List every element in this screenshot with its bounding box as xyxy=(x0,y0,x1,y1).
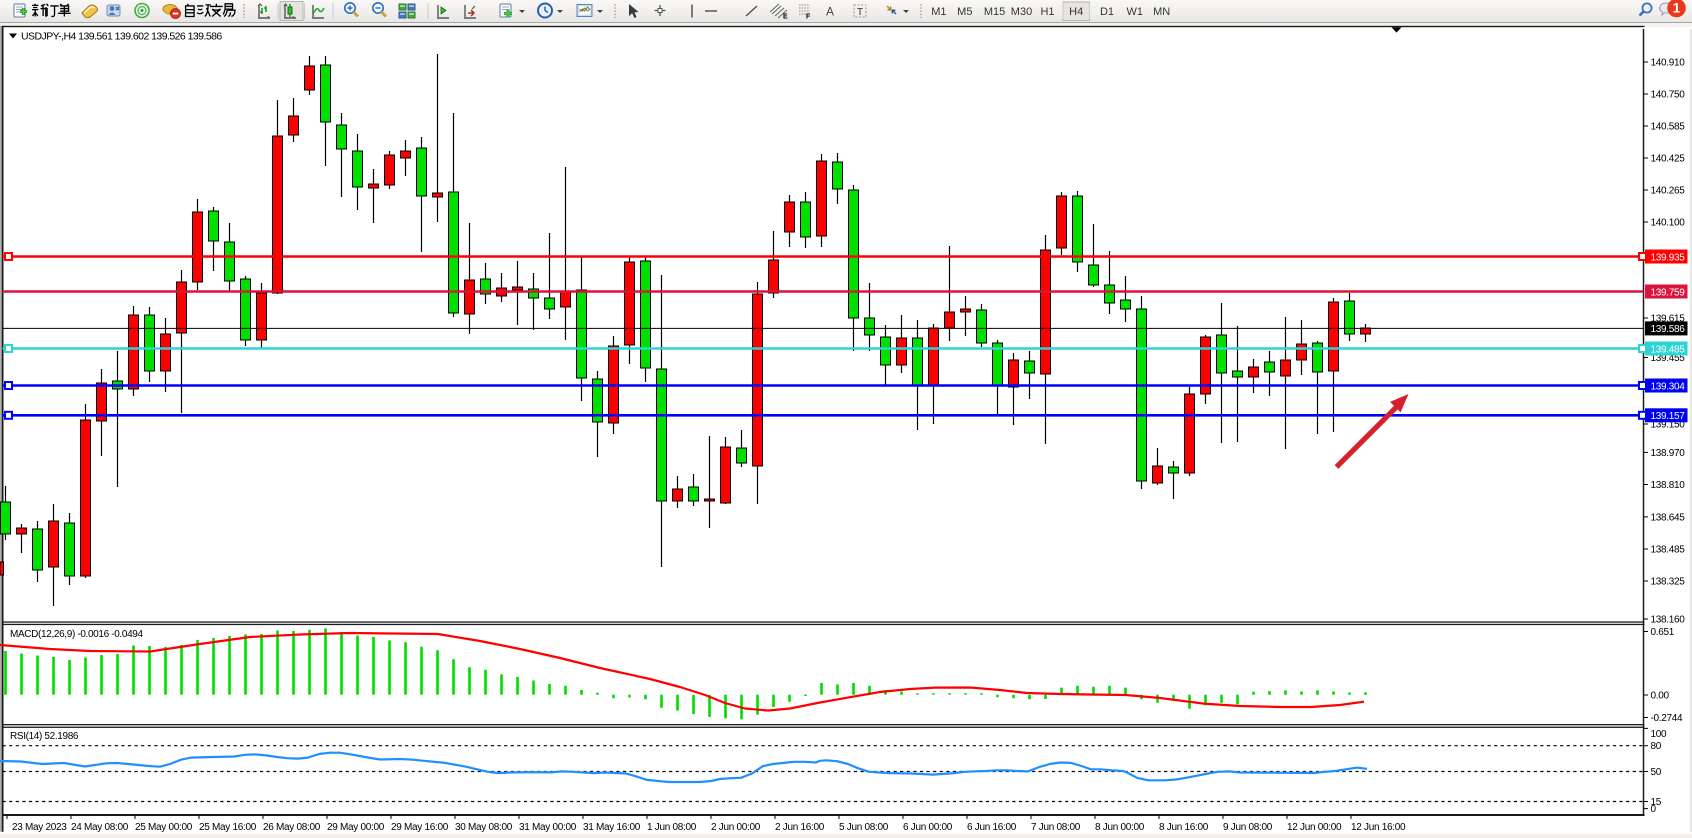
svg-text:M15: M15 xyxy=(984,6,1005,18)
svg-text:139.455: 139.455 xyxy=(1651,353,1686,364)
svg-text:7 Jun 08:00: 7 Jun 08:00 xyxy=(1031,822,1081,833)
svg-text:12 Jun 00:00: 12 Jun 00:00 xyxy=(1287,822,1342,833)
svg-text:0.00: 0.00 xyxy=(1651,691,1670,702)
svg-text:80: 80 xyxy=(1651,741,1662,752)
svg-text:12 Jun 16:00: 12 Jun 16:00 xyxy=(1351,822,1406,833)
svg-text:A: A xyxy=(826,5,834,19)
svg-text:140.910: 140.910 xyxy=(1651,58,1686,69)
svg-text:24 May 08:00: 24 May 08:00 xyxy=(71,822,129,833)
svg-text:T: T xyxy=(857,7,863,18)
svg-text:8 Jun 16:00: 8 Jun 16:00 xyxy=(1159,822,1209,833)
svg-text:25 May 16:00: 25 May 16:00 xyxy=(199,822,257,833)
svg-text:29 May 16:00: 29 May 16:00 xyxy=(391,822,449,833)
svg-text:M5: M5 xyxy=(957,6,972,18)
svg-text:138.160: 138.160 xyxy=(1651,615,1686,626)
svg-text:140.425: 140.425 xyxy=(1651,154,1686,165)
svg-text:50: 50 xyxy=(1651,767,1662,778)
svg-text:W1: W1 xyxy=(1127,6,1144,18)
svg-text:138.325: 138.325 xyxy=(1651,577,1686,588)
svg-text:31 May 16:00: 31 May 16:00 xyxy=(583,822,641,833)
svg-text:H1: H1 xyxy=(1040,6,1054,18)
svg-text:139.485: 139.485 xyxy=(1651,344,1686,355)
svg-text:140.265: 140.265 xyxy=(1651,186,1686,197)
svg-text:100: 100 xyxy=(1651,729,1668,740)
svg-text:26 May 08:00: 26 May 08:00 xyxy=(263,822,321,833)
svg-text:M30: M30 xyxy=(1011,6,1032,18)
svg-text:29 May 00:00: 29 May 00:00 xyxy=(327,822,385,833)
svg-text:139.615: 139.615 xyxy=(1651,314,1686,325)
svg-text:USDJPY-,H4 139.561 139.602 13: USDJPY-,H4 139.561 139.602 139.526 139.5… xyxy=(21,31,222,43)
svg-text:139.150: 139.150 xyxy=(1651,420,1686,431)
svg-text:140.750: 140.750 xyxy=(1651,90,1686,101)
svg-text:139.157: 139.157 xyxy=(1651,411,1686,422)
svg-text:MN: MN xyxy=(1153,6,1170,18)
svg-text:25 May 00:00: 25 May 00:00 xyxy=(135,822,193,833)
svg-text:8 Jun 00:00: 8 Jun 00:00 xyxy=(1095,822,1145,833)
svg-text:M1: M1 xyxy=(931,6,946,18)
svg-text:139.935: 139.935 xyxy=(1651,252,1686,263)
svg-text:E: E xyxy=(783,14,788,21)
svg-text:0.651: 0.651 xyxy=(1651,627,1675,638)
svg-text:23 May 2023: 23 May 2023 xyxy=(12,822,67,833)
svg-text:MACD(12,26,9) -0.0016 -0.0494: MACD(12,26,9) -0.0016 -0.0494 xyxy=(10,629,143,640)
svg-text:H4: H4 xyxy=(1069,6,1083,18)
svg-text:139.586: 139.586 xyxy=(1651,324,1686,335)
svg-text:138.485: 138.485 xyxy=(1651,545,1686,556)
svg-text:140.585: 140.585 xyxy=(1651,122,1686,133)
svg-text:1 Jun 08:00: 1 Jun 08:00 xyxy=(647,822,697,833)
svg-text:31 May 00:00: 31 May 00:00 xyxy=(519,822,577,833)
svg-text:9 Jun 08:00: 9 Jun 08:00 xyxy=(1223,822,1273,833)
svg-text:D1: D1 xyxy=(1100,6,1114,18)
svg-text:2 Jun 00:00: 2 Jun 00:00 xyxy=(711,822,761,833)
svg-text:138.645: 138.645 xyxy=(1651,512,1686,523)
svg-text:139.304: 139.304 xyxy=(1651,381,1686,392)
svg-text:0: 0 xyxy=(1651,804,1657,815)
svg-text:F: F xyxy=(806,14,811,21)
svg-text:-0.2744: -0.2744 xyxy=(1651,713,1684,724)
svg-text:139.759: 139.759 xyxy=(1651,287,1686,298)
svg-text:5 Jun 08:00: 5 Jun 08:00 xyxy=(839,822,889,833)
svg-text:138.810: 138.810 xyxy=(1651,480,1686,491)
svg-text:140.100: 140.100 xyxy=(1651,218,1686,229)
svg-text:1: 1 xyxy=(1673,1,1681,16)
svg-text:2 Jun 16:00: 2 Jun 16:00 xyxy=(775,822,825,833)
svg-text:30 May 08:00: 30 May 08:00 xyxy=(455,822,513,833)
svg-text:6 Jun 00:00: 6 Jun 00:00 xyxy=(903,822,953,833)
svg-text:138.970: 138.970 xyxy=(1651,448,1686,459)
svg-text:RSI(14) 52.1986: RSI(14) 52.1986 xyxy=(10,731,79,742)
svg-text:6 Jun 16:00: 6 Jun 16:00 xyxy=(967,822,1017,833)
svg-text:15: 15 xyxy=(1651,797,1662,808)
